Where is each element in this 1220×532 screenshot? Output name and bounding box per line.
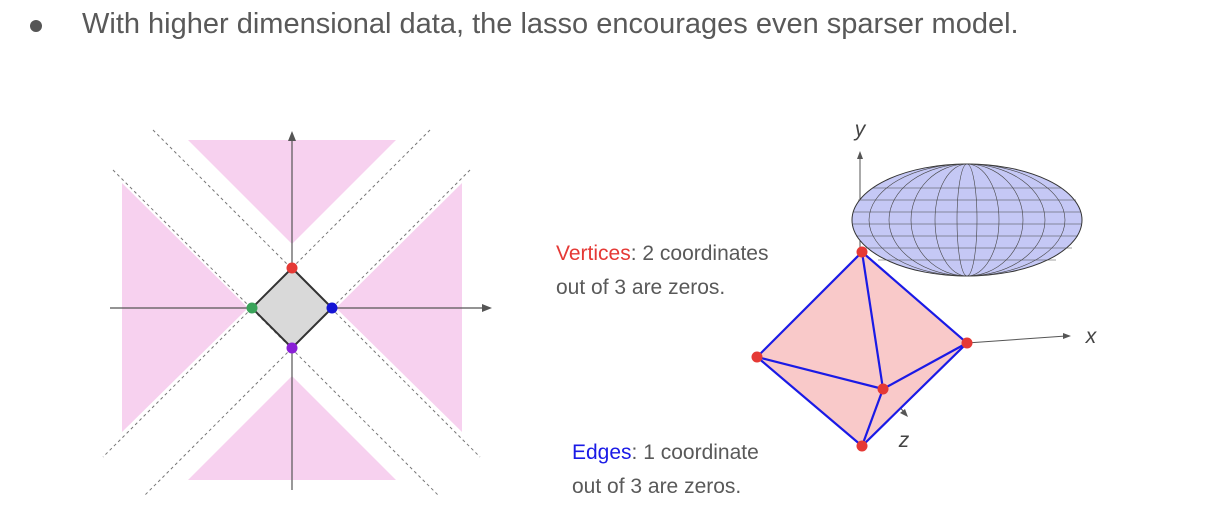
z-axis-arrowhead: [900, 409, 908, 417]
vertex-left: [751, 351, 763, 363]
octahedron: [757, 252, 967, 446]
octahedron-vertices: [751, 246, 973, 452]
edges-caption-line2: out of 3 are zeros.: [572, 475, 742, 498]
vertex-right: [961, 337, 973, 349]
edges-highlight: Edges: [572, 441, 632, 464]
edges-caption-rest: : 1 coordinate: [631, 441, 759, 464]
x-axis-arrowhead: [1063, 333, 1071, 339]
lasso-3d-diagram: y x z: [751, 118, 1098, 452]
y-axis-label: y: [853, 118, 867, 141]
bullet-text: With higher dimensional data, the lasso …: [82, 8, 1019, 40]
lasso-2d-diagram: [102, 129, 492, 495]
x-axis-arrow: [482, 304, 492, 312]
right-point: [326, 302, 338, 314]
bullet-dot: [30, 20, 42, 32]
vertex-front: [877, 383, 889, 395]
z-axis-label: z: [898, 429, 910, 452]
edges-caption: Edges: 1 coordinate out of 3 are zeros.: [572, 436, 759, 504]
dashed-boundaries: [102, 129, 481, 495]
top-point: [286, 262, 298, 274]
y-axis-arrowhead: [857, 151, 863, 159]
ellipsoid: [851, 163, 1083, 277]
vertices-highlight: Vertices: [556, 242, 631, 265]
vertex-bottom: [856, 440, 868, 452]
l1-diamond: [250, 266, 334, 350]
x-axis-label: x: [1085, 325, 1098, 348]
edges-caption-line1: Edges: 1 coordinate: [572, 436, 759, 470]
y-axis-arrow: [288, 131, 296, 141]
left-point: [246, 302, 258, 314]
vertices-caption-rest: : 2 coordinates: [630, 242, 769, 265]
bottom-point: [286, 342, 298, 354]
vertices-caption: Vertices: 2 coordinates out of 3 are zer…: [556, 237, 768, 305]
vertices-caption-line2: out of 3 are zeros.: [556, 276, 726, 299]
vertex-top: [856, 246, 868, 258]
vertices-caption-line1: Vertices: 2 coordinates: [556, 237, 768, 271]
